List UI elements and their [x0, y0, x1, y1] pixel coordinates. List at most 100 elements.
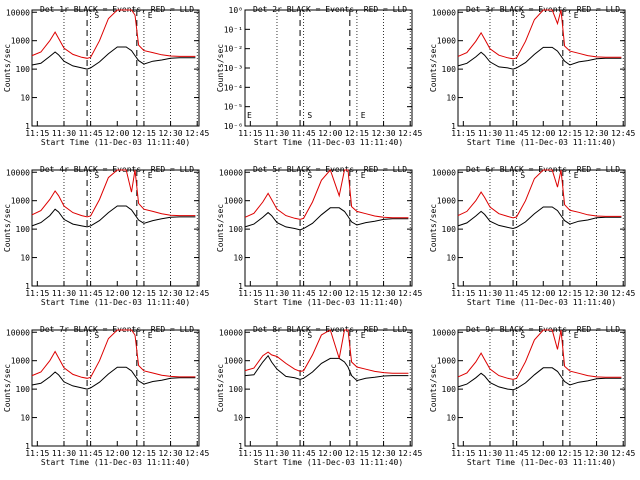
- x-tick-label: 12:15: [558, 129, 582, 138]
- x-tick-label: 11:45: [505, 289, 529, 298]
- interval-label: S: [94, 11, 99, 20]
- y-tick-label: 1000: [437, 357, 456, 366]
- y-tick-label: 1000: [437, 197, 456, 206]
- events-series-line: [457, 367, 622, 391]
- y-tick-label: 10: [446, 94, 456, 103]
- interval-label: E: [361, 111, 366, 120]
- x-tick-label: 11:30: [478, 449, 502, 458]
- interval-label: S: [94, 331, 99, 340]
- x-tick-label: 12:00: [531, 289, 555, 298]
- x-tick-label: 11:15: [238, 449, 262, 458]
- x-axis-label: Start Time (11-Dec-03 11:11:40): [467, 138, 616, 147]
- x-tick-label: 11:15: [25, 129, 49, 138]
- x-tick-label: 12:45: [185, 129, 209, 138]
- y-tick-label: 1: [451, 442, 456, 451]
- y-axis-label: Counts/sec: [3, 364, 12, 412]
- x-tick-label: 12:00: [105, 289, 129, 298]
- y-axis-label: Counts/sec: [429, 364, 438, 412]
- interval-label: S: [307, 171, 312, 180]
- x-tick-label: 11:45: [505, 129, 529, 138]
- x-tick-label: 12:00: [531, 449, 555, 458]
- x-tick-label: 12:15: [558, 449, 582, 458]
- lld-series-line: [457, 329, 622, 380]
- y-tick-label: 1: [25, 122, 30, 131]
- interval-label: S: [307, 331, 312, 340]
- x-tick-label: 12:45: [185, 289, 209, 298]
- interval-label: E: [361, 171, 366, 180]
- events-series-line: [457, 46, 622, 70]
- y-tick-label: 10: [233, 254, 243, 263]
- y-tick-label: 1000: [437, 37, 456, 46]
- plot-frame: [31, 169, 200, 287]
- y-axis-label: Counts/sec: [3, 44, 12, 92]
- lld-series-line: [31, 169, 196, 218]
- x-tick-label: 11:30: [265, 129, 289, 138]
- y-tick-label: 10000: [6, 328, 30, 337]
- chart-panel-5: Det 5r BLACK = Events, RED = LLD11010010…: [216, 165, 422, 307]
- x-tick-label: 12:45: [398, 129, 422, 138]
- x-tick-label: 11:15: [238, 289, 262, 298]
- y-axis-label: Counts/sec: [429, 44, 438, 92]
- y-tick-label: 10⁻⁴: [224, 83, 243, 92]
- plot-frame: [457, 9, 626, 127]
- x-tick-label: 11:15: [238, 129, 262, 138]
- y-tick-label: 10⁻⁵: [224, 103, 243, 112]
- events-series-line: [31, 46, 196, 70]
- events-series-line: [31, 205, 196, 228]
- x-tick-label: 12:00: [105, 449, 129, 458]
- x-tick-label: 12:30: [372, 129, 396, 138]
- y-axis-label: Counts/sec: [216, 364, 225, 412]
- y-tick-label: 10000: [432, 8, 456, 17]
- x-axis-label: Start Time (11-Dec-03 11:11:40): [254, 138, 403, 147]
- x-tick-label: 12:30: [159, 449, 183, 458]
- y-axis-label: Counts/sec: [3, 204, 12, 252]
- lld-series-line: [31, 329, 196, 379]
- y-tick-label: 10000: [6, 8, 30, 17]
- lld-series-line: [244, 169, 409, 220]
- x-tick-label: 11:30: [478, 129, 502, 138]
- y-tick-label: 100: [442, 385, 457, 394]
- lld-series-line: [457, 169, 622, 219]
- x-tick-label: 12:15: [132, 129, 156, 138]
- chart-panel-4: Det 4r BLACK = Events, RED = LLD11010010…: [3, 165, 209, 307]
- x-tick-label: 11:30: [52, 289, 76, 298]
- x-axis-label: Start Time (11-Dec-03 11:11:40): [467, 458, 616, 467]
- y-tick-label: 10: [20, 414, 30, 423]
- x-tick-label: 12:00: [531, 129, 555, 138]
- x-tick-label: 11:15: [451, 449, 475, 458]
- y-tick-label: 10: [20, 94, 30, 103]
- x-tick-label: 12:00: [105, 129, 129, 138]
- chart-panel-8: Det 8r BLACK = Events, RED = LLD11010010…: [216, 325, 422, 467]
- x-tick-label: 12:45: [611, 129, 635, 138]
- x-tick-label: 11:15: [25, 449, 49, 458]
- interval-label: E: [148, 11, 153, 20]
- x-tick-label: 12:15: [558, 289, 582, 298]
- y-tick-label: 10: [446, 414, 456, 423]
- events-series-line: [244, 207, 409, 231]
- y-tick-label: 1000: [224, 197, 243, 206]
- y-tick-label: 100: [442, 225, 457, 234]
- lld-series-line: [31, 9, 196, 59]
- x-axis-label: Start Time (11-Dec-03 11:11:40): [41, 298, 190, 307]
- chart-panel-9: Det 9r BLACK = Events, RED = LLD11010010…: [429, 325, 635, 467]
- y-axis-label: Counts/sec: [216, 204, 225, 252]
- y-tick-label: 10: [20, 254, 30, 263]
- x-tick-label: 11:45: [79, 449, 103, 458]
- interval-label: E: [361, 331, 366, 340]
- interval-label: E: [574, 11, 579, 20]
- interval-label: E: [148, 331, 153, 340]
- y-tick-label: 1000: [11, 37, 30, 46]
- y-tick-label: 1: [451, 122, 456, 131]
- y-tick-label: 10000: [219, 328, 243, 337]
- x-tick-label: 12:45: [398, 449, 422, 458]
- y-tick-label: 10⁰: [229, 6, 243, 15]
- x-tick-label: 11:30: [52, 449, 76, 458]
- x-tick-label: 11:45: [79, 129, 103, 138]
- plot-frame: [457, 169, 626, 287]
- x-tick-label: 11:15: [451, 129, 475, 138]
- x-tick-label: 12:45: [611, 289, 635, 298]
- x-tick-label: 12:30: [372, 289, 396, 298]
- x-tick-label: 11:15: [25, 289, 49, 298]
- x-tick-label: 12:45: [398, 289, 422, 298]
- events-series-line: [244, 354, 409, 382]
